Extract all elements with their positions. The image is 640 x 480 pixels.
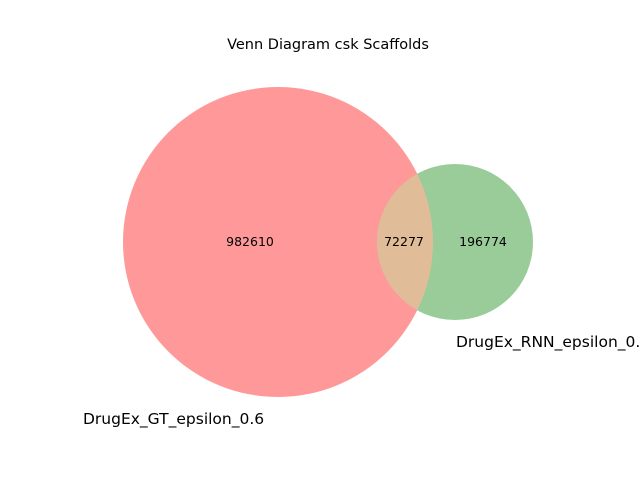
set-b-only-count: 196774 xyxy=(459,234,507,249)
set-b-label: DrugEx_RNN_epsilon_0.6 xyxy=(456,333,640,352)
intersection-count: 72277 xyxy=(384,234,424,249)
chart-title: Venn Diagram csk Scaffolds xyxy=(227,37,429,53)
set-a-only-count: 982610 xyxy=(226,234,274,249)
set-a-label: DrugEx_GT_epsilon_0.6 xyxy=(83,410,264,429)
